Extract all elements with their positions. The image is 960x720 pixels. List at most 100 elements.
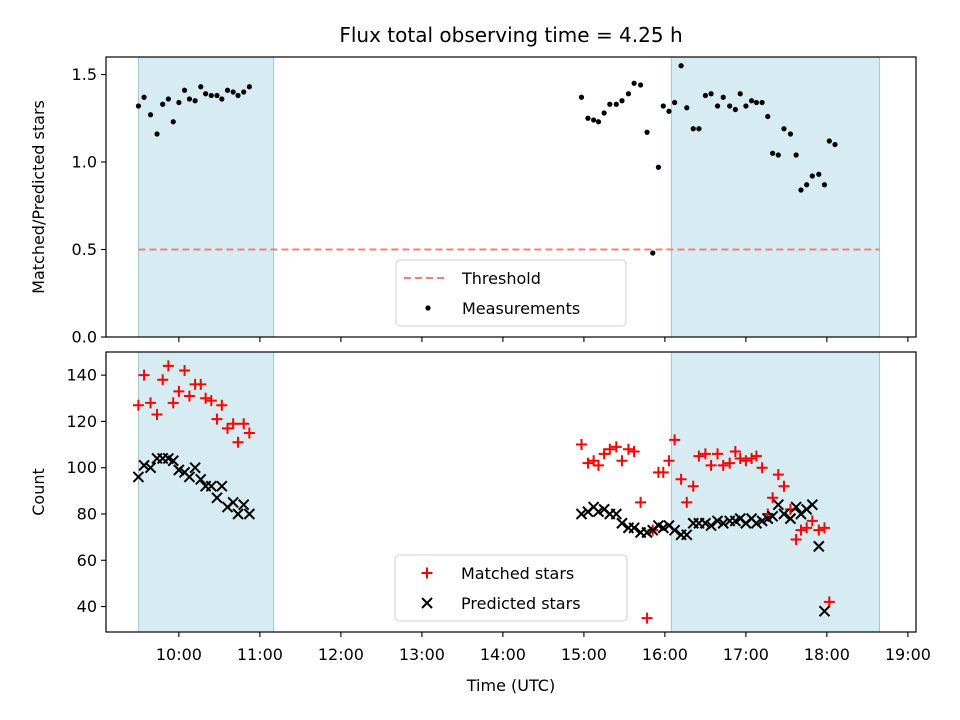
measurement-point (781, 126, 787, 132)
measurement-point (727, 103, 733, 109)
legend-label: Matched stars (461, 564, 574, 583)
matched-star-point (205, 395, 217, 407)
measurement-point (154, 131, 160, 137)
measurement-point (601, 110, 607, 116)
measurement-point (638, 82, 644, 88)
matched-star-point (132, 399, 144, 411)
measurement-point (684, 105, 690, 111)
predicted-star-point (681, 529, 693, 541)
matched-star-point (592, 459, 604, 471)
matched-star-point (173, 385, 185, 397)
measurement-point (578, 94, 585, 100)
matched-star-point (200, 392, 212, 404)
predicted-star-point (818, 605, 831, 617)
measurement-point (809, 173, 815, 179)
matched-star-point (663, 455, 675, 467)
legend-label: Threshold (461, 269, 541, 288)
matched-star-point (699, 448, 711, 460)
y-tick-label: 140 (66, 366, 97, 385)
matched-star-point (628, 446, 640, 458)
matched-star-point (145, 397, 157, 409)
predicted-star-point (628, 522, 640, 534)
matched-star-point (635, 496, 647, 508)
legend-measurement-swatch (425, 305, 431, 311)
matched-star-point (657, 466, 669, 478)
matched-star-point (767, 492, 779, 504)
measurement-point (219, 96, 225, 102)
measurement-point (160, 101, 166, 107)
series-predicted-stars (132, 452, 831, 617)
predicted-star-point (772, 499, 785, 511)
predicted-star-point (132, 471, 145, 483)
predicted-star-point (575, 508, 588, 520)
legend-box (395, 259, 627, 327)
x-tick-label: 14:00 (480, 645, 526, 664)
predicted-star-point (232, 508, 244, 520)
measurement-point (192, 98, 198, 104)
measurement-point (613, 101, 619, 107)
matched-star-point (183, 390, 195, 402)
matched-star-point (582, 457, 594, 469)
measurement-point (753, 99, 760, 106)
matched-star-point (622, 443, 634, 455)
y-tick-label: 60 (77, 551, 97, 570)
measurement-point (631, 80, 637, 86)
measurement-point (241, 89, 247, 95)
measurement-point (759, 99, 765, 106)
x-tick-label: 11:00 (237, 645, 283, 664)
matched-star-point (616, 455, 628, 467)
measurement-point (644, 129, 650, 135)
bottom-panel: 40 60 80 100 120 140 10:00 11:00 12:00 13:00 14:00… (29, 351, 931, 695)
measurement-point (224, 87, 231, 93)
predicted-star-point (616, 517, 628, 529)
x-axis-label: Time (UTC) (466, 676, 555, 695)
predicted-star-point (813, 540, 825, 553)
matched-star-point (806, 515, 818, 527)
measurement-point (720, 94, 726, 100)
legend: Matched stars Predicted stars (394, 554, 628, 622)
predicted-star-point (189, 461, 201, 474)
matched-star-point (179, 365, 191, 377)
matched-star-point (717, 459, 729, 471)
measurement-point (186, 96, 193, 102)
measurement-point (732, 106, 738, 113)
measurement-point (793, 152, 799, 158)
y-tick-label: 120 (66, 412, 97, 431)
legend-label: Measurements (462, 299, 580, 318)
y-tick-label: 40 (77, 597, 97, 616)
matched-star-point (756, 462, 768, 474)
matched-star-point (818, 522, 830, 534)
matched-star-point (151, 408, 163, 420)
measurement-point (595, 119, 602, 125)
measurement-point (770, 150, 776, 156)
measurement-point (591, 117, 597, 123)
matched-star-point (243, 427, 255, 439)
measurement-point (141, 94, 147, 100)
measurement-point (208, 92, 214, 99)
measurement-point (666, 108, 672, 114)
measurement-point (826, 138, 832, 144)
measurement-point (230, 89, 236, 95)
matched-star-point (211, 413, 223, 425)
predicted-star-point (806, 499, 819, 511)
measurement-point (743, 103, 749, 109)
measurement-point (798, 187, 804, 193)
measurement-point (246, 84, 252, 90)
predicted-star-point (717, 517, 729, 529)
x-tick-label: 17:00 (723, 645, 769, 664)
matched-star-point (216, 399, 228, 411)
measurement-point (804, 182, 810, 188)
matched-star-point (746, 452, 758, 464)
measurement-point (821, 182, 828, 188)
predicted-star-point (205, 480, 218, 492)
matched-star-point (222, 422, 233, 434)
matched-star-point (740, 455, 752, 467)
y-tick-label: 1.5 (72, 65, 97, 84)
predicted-star-point (144, 461, 157, 474)
measurement-point (625, 91, 632, 97)
x-tick-label: 16:00 (642, 645, 688, 664)
predicted-star-point (243, 508, 256, 520)
measurement-point (214, 92, 220, 99)
observing-window-band (137, 56, 275, 338)
matched-star-point (669, 434, 681, 446)
